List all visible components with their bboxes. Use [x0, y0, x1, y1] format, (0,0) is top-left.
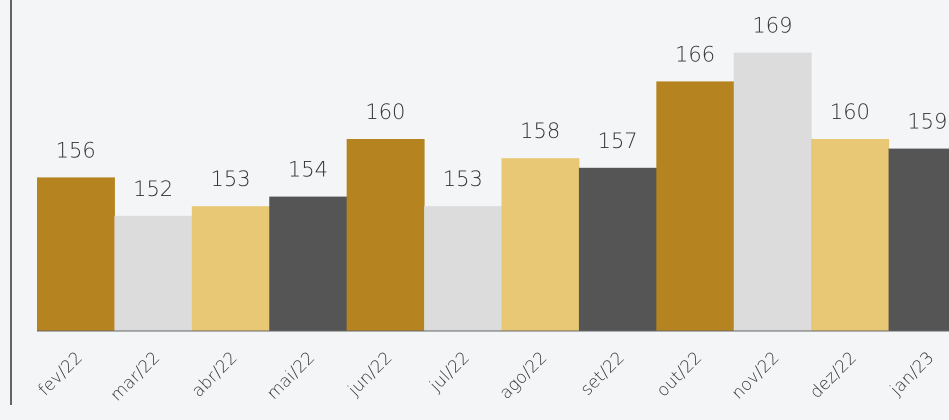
- x-tick-label-ago-22: ago/22: [496, 348, 551, 403]
- bar-mai-22: [269, 196, 348, 331]
- data-label-jul-22: 153: [443, 167, 483, 191]
- data-label-jun-22: 160: [365, 100, 405, 124]
- bar-mar-22: [114, 215, 193, 331]
- x-tick-label-fev-22: fev/22: [35, 348, 87, 400]
- bar-jan-23: [888, 148, 949, 331]
- data-label-mai-22: 154: [288, 158, 328, 182]
- data-label-out-22: 166: [675, 42, 715, 66]
- x-tick-label-mar-22: mar/22: [107, 348, 165, 406]
- bar-jun-22: [346, 139, 425, 331]
- data-label-dez-22: 160: [830, 100, 870, 124]
- x-tick-label-mai-22: mai/22: [263, 348, 319, 404]
- data-label-nov-22: 169: [752, 14, 792, 38]
- x-tick-label-jul-22: jul/22: [425, 348, 474, 397]
- bar-out-22: [656, 81, 735, 332]
- bars-group: [37, 52, 949, 332]
- data-label-ago-22: 158: [520, 119, 560, 143]
- bar-abr-22: [191, 206, 270, 331]
- data-label-mar-22: 152: [133, 177, 173, 201]
- bar-ago-22: [501, 158, 580, 331]
- bar-fev-22: [37, 177, 115, 331]
- data-label-abr-22: 153: [210, 167, 250, 191]
- x-tick-label-out-22: out/22: [653, 348, 706, 401]
- x-tick-label-jun-22: jun/22: [344, 348, 397, 401]
- x-tick-label-set-22: set/22: [577, 348, 629, 400]
- x-tick-labels-group: fev/22 mar/22 abr/22 mai/22 jun/22 jul/22 ago/…: [35, 348, 939, 406]
- x-tick-label-abr-22: abr/22: [188, 348, 241, 401]
- data-label-jan-23: 159: [907, 110, 947, 134]
- bar-set-22: [578, 167, 657, 331]
- x-tick-label-dez-22: dez/22: [806, 348, 861, 403]
- x-tick-label-nov-22: nov/22: [728, 348, 784, 404]
- bar-dez-22: [811, 139, 890, 331]
- data-label-set-22: 157: [598, 129, 638, 153]
- x-tick-label-jan-23: jan/23: [886, 348, 939, 401]
- value-labels-group: 156 152 153 154 160 153 158 157 166 169 160 159: [56, 14, 948, 201]
- bar-nov-22: [733, 52, 812, 331]
- data-label-fev-22: 156: [56, 138, 96, 162]
- axes-group: [10, 0, 949, 405]
- bar-jul-22: [424, 206, 502, 331]
